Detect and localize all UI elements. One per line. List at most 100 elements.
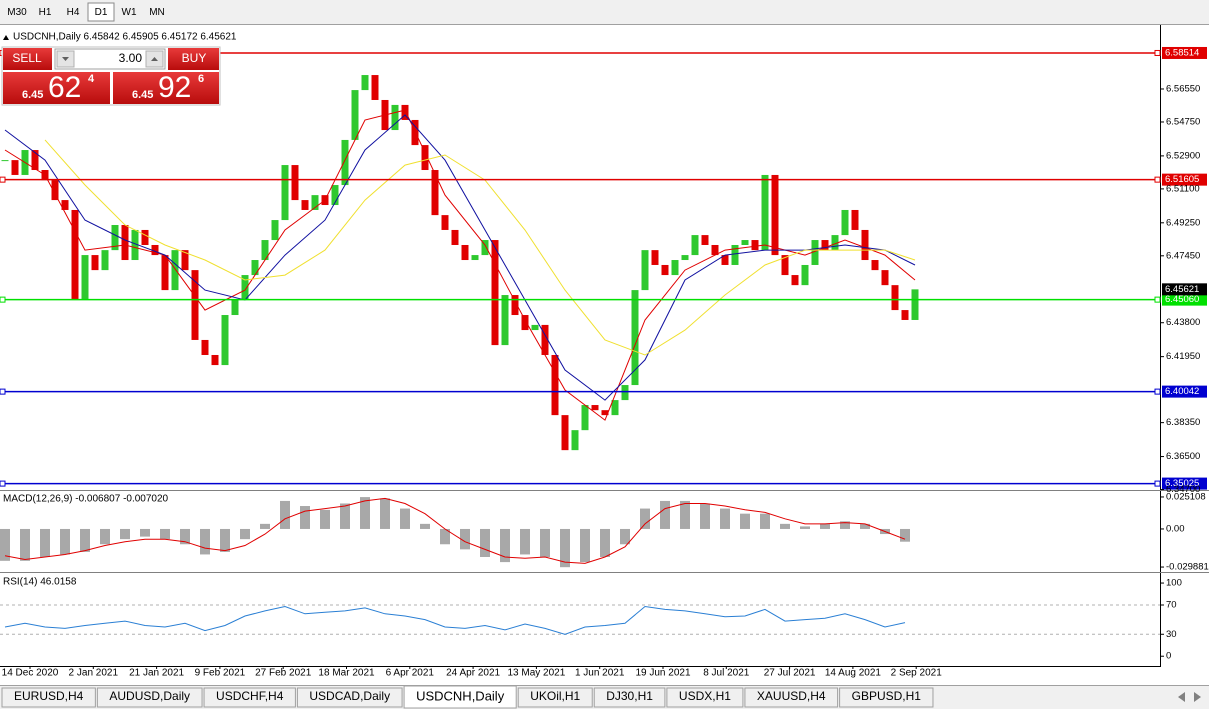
candle — [101, 250, 109, 271]
candle — [701, 235, 709, 245]
x-tick-label: 18 Mar 2021 — [318, 668, 375, 679]
collapse-icon[interactable] — [3, 35, 9, 40]
candle — [351, 90, 359, 140]
candle — [221, 315, 229, 366]
ask-box[interactable] — [113, 72, 219, 104]
candle — [131, 229, 139, 261]
candle — [461, 244, 469, 261]
buy-button[interactable] — [168, 48, 219, 70]
candle — [151, 244, 159, 256]
chart-tab[interactable] — [203, 687, 296, 708]
chart-tab[interactable] — [517, 687, 593, 708]
decrease-arrow — [62, 57, 69, 61]
macd-bar — [280, 500, 290, 529]
y-tick-label: 6.38350 — [1166, 417, 1200, 428]
macd-bar — [400, 508, 410, 529]
timeframe-button[interactable] — [60, 3, 86, 21]
scroll-left[interactable] — [1178, 692, 1185, 702]
timeframe-button[interactable] — [116, 3, 142, 21]
chart-tab[interactable] — [296, 687, 403, 708]
candle — [801, 264, 809, 286]
candle — [741, 240, 749, 245]
candle — [121, 225, 129, 261]
macd-bar — [640, 508, 650, 529]
level-handle[interactable] — [1154, 176, 1161, 183]
chart-tab[interactable] — [666, 687, 744, 708]
candle — [911, 289, 919, 320]
chart-tab[interactable] — [744, 687, 839, 708]
candle — [451, 229, 459, 245]
candle — [771, 174, 779, 256]
candle — [571, 430, 579, 451]
candle — [601, 410, 609, 416]
candle — [251, 260, 259, 276]
chart-tab[interactable] — [1, 687, 96, 708]
chart-tab[interactable] — [593, 687, 666, 708]
macd-bar — [300, 506, 310, 529]
candle — [841, 209, 849, 236]
timeframe-button[interactable] — [87, 2, 115, 22]
sell-button[interactable] — [3, 48, 52, 70]
tab-label: GBPUSD,H1 — [852, 689, 922, 703]
macd-bar — [860, 523, 870, 529]
level-handle[interactable] — [0, 388, 6, 395]
candle — [551, 354, 559, 416]
tab-label: AUDUSD,Daily — [109, 689, 190, 703]
y-tick-label: 6.51100 — [1166, 183, 1200, 194]
chart-tab[interactable] — [839, 687, 934, 708]
chart-tab[interactable] — [403, 685, 517, 709]
x-tick-label: 14 Dec 2020 — [2, 668, 59, 679]
candle — [1, 160, 9, 162]
level-handle[interactable] — [1154, 388, 1161, 395]
level-handle[interactable] — [1154, 480, 1161, 487]
level-label-bg — [1162, 477, 1207, 490]
macd-bar — [260, 523, 270, 529]
candle — [341, 139, 349, 186]
scroll-right[interactable] — [1194, 692, 1201, 702]
macd-bar — [80, 528, 90, 552]
current-price-label: 6.45621 — [1165, 284, 1199, 295]
candle — [511, 295, 519, 316]
level-handle[interactable] — [0, 296, 6, 303]
level-handle[interactable] — [0, 176, 6, 183]
candle — [591, 405, 599, 411]
x-tick-label: 19 Jun 2021 — [635, 668, 690, 679]
macd-bar — [900, 528, 910, 542]
timeframe-label: MN — [149, 7, 165, 18]
macd-bar — [320, 509, 330, 529]
timeframe-label: W1 — [122, 7, 137, 18]
timeframe-button[interactable] — [32, 3, 58, 21]
macd-bar — [560, 528, 570, 568]
candle — [111, 225, 119, 251]
chart-tab[interactable] — [96, 687, 203, 708]
toolbar — [0, 0, 1209, 24]
x-tick-label: 2 Jan 2021 — [69, 668, 119, 679]
level-handle[interactable] — [0, 480, 6, 487]
level-handle[interactable] — [1154, 49, 1161, 56]
macd-bar — [500, 528, 510, 563]
candle — [871, 260, 879, 271]
candle — [71, 209, 79, 300]
lot-spinner[interactable] — [54, 48, 166, 70]
macd-bar — [140, 528, 150, 537]
candle — [471, 255, 479, 261]
level-handle[interactable] — [1154, 296, 1161, 303]
ask-pips: 92 — [158, 71, 191, 104]
macd-bar — [720, 508, 730, 529]
timeframe-button[interactable] — [144, 3, 170, 21]
bid-box[interactable] — [3, 72, 110, 104]
x-tick-label: 8 Jul 2021 — [703, 668, 750, 679]
candle — [61, 200, 69, 210]
x-tick-label: 27 Feb 2021 — [255, 668, 312, 679]
macd-bar — [380, 498, 390, 529]
candle — [191, 270, 199, 340]
bid-pips: 62 — [48, 71, 81, 104]
level-label-bg — [1162, 385, 1207, 398]
macd-bar — [600, 528, 610, 557]
candle — [721, 255, 729, 265]
x-tick-label: 9 Feb 2021 — [195, 668, 246, 679]
level-label-bg — [1162, 173, 1207, 186]
candle — [611, 400, 619, 416]
candle — [271, 220, 279, 241]
timeframe-button[interactable] — [4, 3, 30, 21]
